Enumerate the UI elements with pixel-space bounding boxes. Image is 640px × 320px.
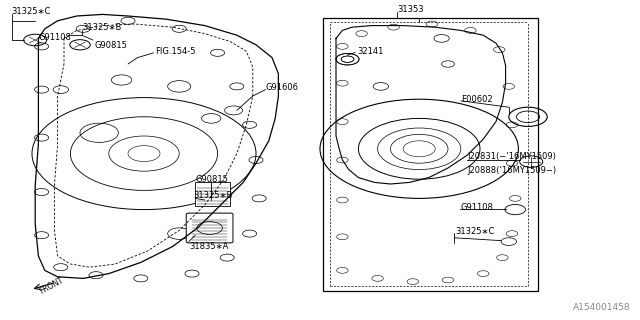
Text: G91108: G91108: [461, 203, 493, 212]
Text: J20888(‘16MY1509−): J20888(‘16MY1509−): [467, 166, 556, 175]
Text: 31325∗C: 31325∗C: [456, 227, 495, 236]
Text: FIG.154-5: FIG.154-5: [155, 47, 195, 56]
FancyBboxPatch shape: [186, 213, 233, 243]
Text: 31325∗B: 31325∗B: [193, 191, 233, 200]
Text: E00602: E00602: [461, 95, 492, 104]
Bar: [323, 18, 538, 291]
Text: A154001458: A154001458: [573, 303, 630, 312]
Text: FRONT: FRONT: [38, 276, 65, 296]
Text: 31325∗C: 31325∗C: [12, 7, 51, 16]
Text: 31835∗A: 31835∗A: [189, 242, 228, 251]
Text: 31353: 31353: [397, 5, 424, 14]
Text: G91606: G91606: [266, 84, 299, 92]
Text: G90815: G90815: [195, 175, 228, 184]
Text: G90815: G90815: [95, 41, 127, 50]
Text: 31325∗B: 31325∗B: [82, 23, 122, 32]
Text: 32141: 32141: [357, 47, 383, 56]
Text: J20831(−’16MY1509): J20831(−’16MY1509): [467, 152, 556, 161]
Bar: [195, 182, 230, 206]
Text: G91108: G91108: [38, 33, 71, 42]
